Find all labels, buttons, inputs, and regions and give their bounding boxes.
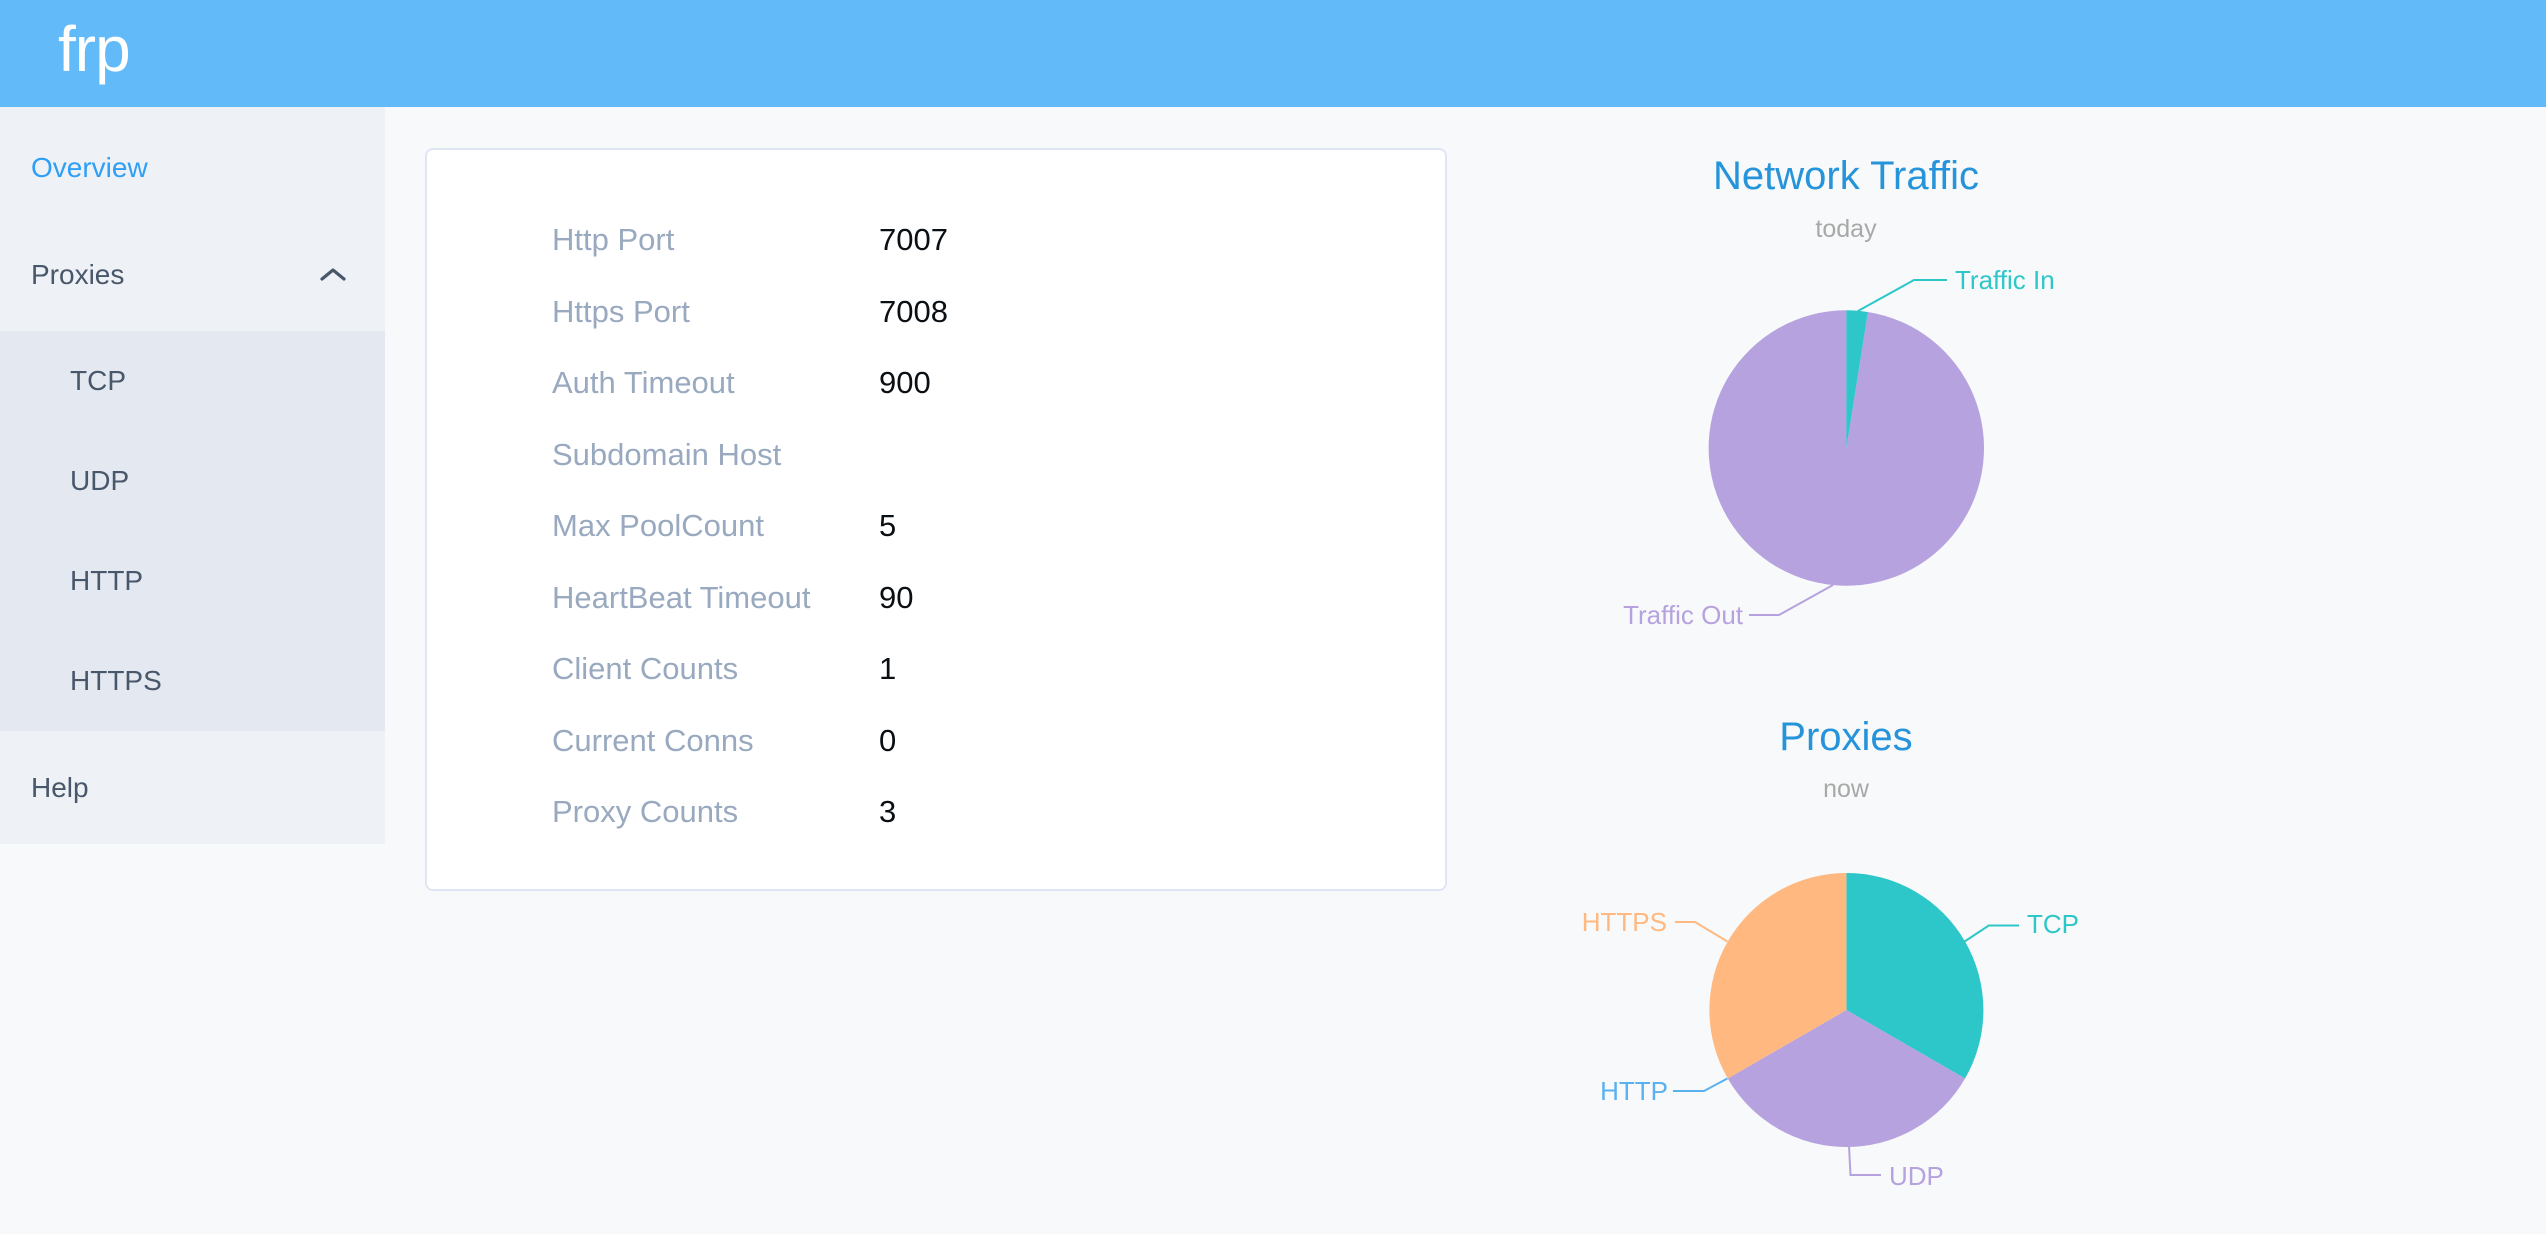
svg-text:UDP: UDP [1889, 1161, 1944, 1191]
svg-text:now: now [1823, 775, 1870, 803]
svg-text:HTTP: HTTP [1600, 1076, 1668, 1106]
svg-text:Network Traffic: Network Traffic [1713, 154, 1979, 198]
svg-text:Traffic In: Traffic In [1955, 265, 2055, 295]
svg-text:Traffic Out: Traffic Out [1623, 600, 1744, 630]
svg-text:today: today [1815, 215, 1877, 243]
svg-text:HTTPS: HTTPS [1582, 907, 1667, 937]
svg-text:TCP: TCP [2027, 909, 2079, 939]
svg-text:Proxies: Proxies [1779, 715, 1912, 759]
